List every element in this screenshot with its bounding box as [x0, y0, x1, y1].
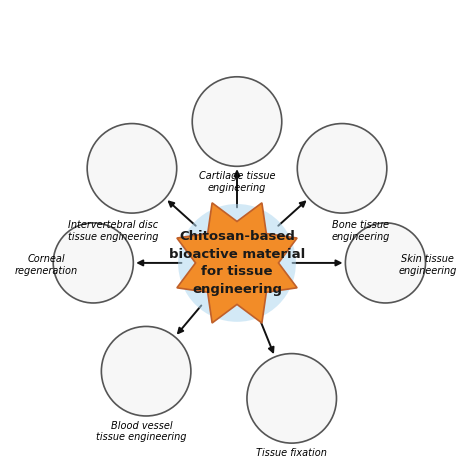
Circle shape	[247, 354, 337, 443]
Circle shape	[53, 223, 133, 303]
Text: Corneal
regeneration: Corneal regeneration	[15, 255, 78, 276]
Polygon shape	[177, 203, 297, 323]
Circle shape	[87, 124, 177, 213]
Text: Tissue fixation: Tissue fixation	[256, 448, 327, 458]
Circle shape	[192, 77, 282, 166]
Text: Bone tissue
engineering: Bone tissue engineering	[332, 220, 390, 242]
Text: Blood vessel
tissue engineering: Blood vessel tissue engineering	[96, 421, 187, 442]
Circle shape	[178, 204, 296, 322]
Text: Intervertebral disc
tissue engineering: Intervertebral disc tissue engineering	[68, 220, 158, 242]
Circle shape	[101, 327, 191, 416]
Circle shape	[297, 124, 387, 213]
Text: Skin tissue
engineering: Skin tissue engineering	[399, 255, 457, 276]
Circle shape	[346, 223, 426, 303]
Text: Cartilage tissue
engineering: Cartilage tissue engineering	[199, 171, 275, 192]
Text: Chitosan-based
bioactive material
for tissue
engineering: Chitosan-based bioactive material for ti…	[169, 230, 305, 296]
